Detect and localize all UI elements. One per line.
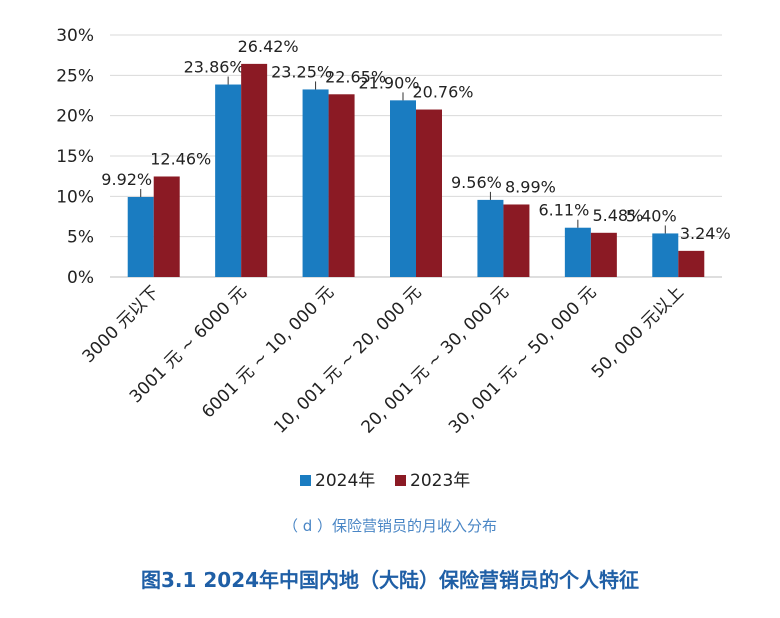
bar-2024 — [215, 84, 242, 278]
bar-2024 — [302, 89, 329, 277]
value-label: 9.92% — [101, 170, 152, 189]
legend-swatch — [300, 475, 311, 486]
bar-2023 — [503, 204, 530, 277]
value-label: 5.48% — [592, 206, 643, 225]
x-tick-label: 30, 001 元 ~ 50, 000 元 — [445, 282, 600, 437]
y-tick-label: 30% — [56, 26, 94, 46]
bar-2023 — [678, 250, 705, 277]
value-label: 26.42% — [238, 37, 299, 56]
bar-2023 — [328, 94, 355, 277]
value-label: 8.99% — [505, 177, 556, 196]
x-tick-label: 3000 元以下 — [79, 282, 164, 367]
legend-swatch — [395, 475, 406, 486]
bar-2024 — [652, 233, 679, 277]
y-tick-label: 0% — [67, 268, 94, 288]
bar-chart: 0% 5% 10% 15% 20% 25% 30% 9.92% 12.46% 3000 元以下 23… — [56, 26, 731, 491]
value-label: 23.86% — [184, 58, 245, 77]
value-label: 12.46% — [150, 149, 211, 168]
y-tick-label: 20% — [56, 107, 94, 127]
y-tick-label: 10% — [56, 187, 94, 207]
value-label: 23.25% — [271, 62, 332, 81]
x-tick-label: 10, 001 元 ~ 20, 000 元 — [270, 282, 425, 437]
bar-2024 — [564, 227, 591, 277]
y-tick-label: 15% — [56, 147, 94, 167]
x-tick-label: 20, 001 元 ~ 30, 000 元 — [358, 282, 513, 437]
chart-subcaption: （ d ）保险营销员的月收入分布 — [282, 517, 498, 535]
value-label: 3.24% — [680, 224, 731, 243]
legend-label: 2024年 — [315, 471, 375, 491]
bar-2024 — [390, 100, 416, 277]
y-tick-label: 25% — [56, 66, 94, 86]
bar-2023 — [241, 63, 268, 278]
value-label: 22.65% — [325, 67, 386, 86]
bar-2024 — [127, 196, 154, 277]
figure-caption: 图3.1 2024年中国内地（大陆）保险营销员的个人特征 — [140, 568, 640, 592]
value-label: 21.90% — [358, 73, 419, 92]
value-label: 6.11% — [538, 201, 589, 220]
bar-2023 — [153, 176, 180, 277]
y-tick-label: 5% — [67, 228, 94, 248]
bar-2024 — [477, 199, 504, 277]
value-label: 9.56% — [451, 173, 502, 192]
value-label: 20.76% — [412, 83, 473, 102]
x-tick-label: 50, 000 元以上 — [588, 282, 688, 382]
bar-2023 — [416, 109, 442, 277]
value-label: 5.40% — [626, 206, 677, 225]
bar-2023 — [590, 232, 617, 277]
legend-label: 2023年 — [410, 471, 470, 491]
